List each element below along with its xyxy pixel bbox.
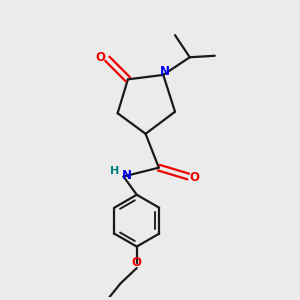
Text: O: O	[190, 171, 200, 184]
Text: H: H	[110, 166, 119, 176]
Text: N: N	[122, 169, 131, 182]
Text: N: N	[159, 65, 170, 78]
Text: O: O	[132, 256, 142, 269]
Text: O: O	[95, 51, 106, 64]
